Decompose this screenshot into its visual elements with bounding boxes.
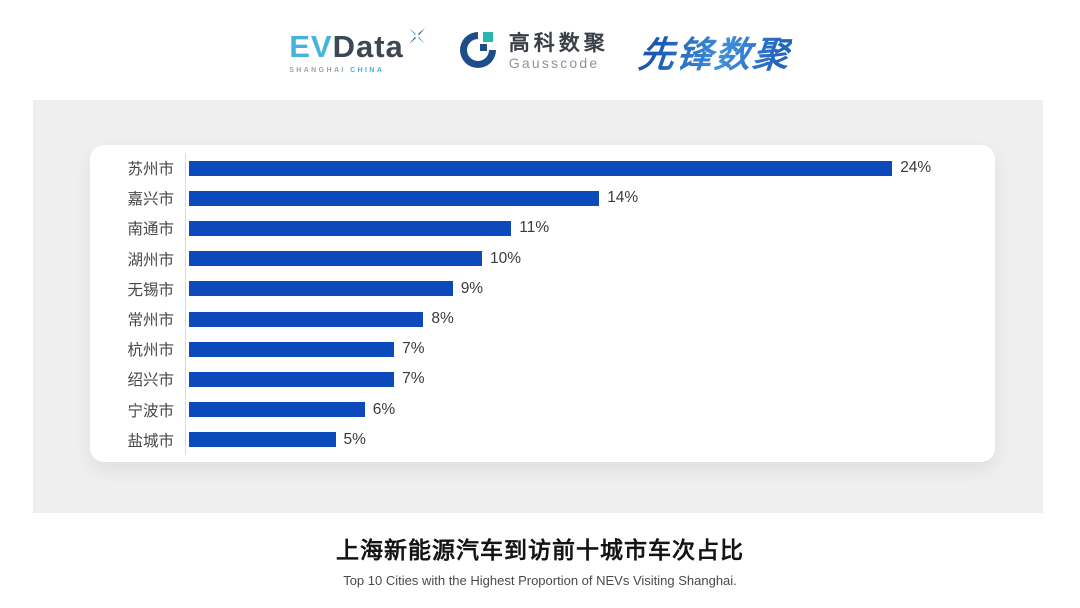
chart-row: 宁波市 6%	[90, 394, 995, 425]
bar-area: 7%	[185, 334, 995, 365]
category-label: 宁波市	[127, 402, 174, 420]
value-label: 8%	[431, 310, 454, 328]
evdata-wordmark: EV Data	[289, 27, 426, 64]
bar-area: 5%	[185, 424, 995, 455]
chart-row: 湖州市 10%	[90, 243, 995, 274]
chart-row: 常州市 8%	[90, 303, 995, 335]
value-label: 6%	[372, 400, 396, 418]
bar-area: 9%	[185, 273, 995, 304]
evdata-china-text: CHINA	[350, 66, 385, 74]
value-label: 11%	[519, 219, 550, 237]
value-label: 10%	[490, 249, 522, 267]
gausscode-en-text: Gausscode	[508, 55, 600, 72]
category-label: 嘉兴市	[127, 191, 174, 209]
bar	[189, 402, 365, 418]
bar	[189, 281, 453, 297]
category-label: 盐城市	[127, 432, 174, 450]
value-label: 9%	[460, 279, 484, 297]
chart-row: 南通市 11%	[90, 213, 995, 244]
evdata-shanghai-text: SHANGHAI	[289, 66, 346, 74]
chart-card: 苏州市 24% 嘉兴市 14% 南通市 11%	[90, 145, 995, 462]
gausscode-text: 高科数聚 Gausscode	[509, 32, 609, 72]
chart-title: 上海新能源汽车到访前十城市车次占比	[336, 537, 744, 563]
bar	[189, 311, 424, 327]
chart-panel: 苏州市 24% 嘉兴市 14% 南通市 11%	[33, 100, 1043, 513]
bar-area: 8%	[185, 303, 995, 335]
gausscode-g-icon	[456, 28, 500, 77]
evdata-subtext: SHANGHAI CHINA	[289, 67, 384, 74]
logo-row: EV Data SHANGHAI CHINA 高科数聚 Ga	[0, 20, 1080, 84]
evdata-logo: EV Data SHANGHAI CHINA	[289, 27, 426, 74]
bar	[189, 341, 395, 357]
chart-row: 嘉兴市 14%	[90, 183, 995, 214]
evdata-pinwheel-icon	[406, 21, 428, 52]
bar-chart: 苏州市 24% 嘉兴市 14% 南通市 11%	[90, 153, 995, 455]
evdata-ev-text: EV	[289, 28, 333, 64]
bar-area: 14%	[185, 183, 995, 214]
bar	[189, 190, 600, 206]
xianfeng-logo: 先锋数聚	[636, 26, 793, 78]
gausscode-cn-text: 高科数聚	[508, 32, 609, 56]
category-label: 常州市	[127, 312, 174, 330]
bar-area: 10%	[185, 243, 995, 274]
chart-row: 盐城市 5%	[90, 424, 995, 455]
value-label: 24%	[900, 159, 932, 177]
chart-subtitle: Top 10 Cities with the Highest Proportio…	[343, 573, 737, 588]
value-label: 5%	[343, 430, 366, 448]
value-label: 7%	[402, 340, 425, 358]
bar	[189, 432, 336, 448]
bar-area: 7%	[185, 364, 995, 395]
category-label: 无锡市	[127, 281, 174, 299]
category-label: 苏州市	[127, 161, 174, 179]
bar	[189, 160, 893, 176]
category-label: 湖州市	[127, 251, 174, 269]
category-label: 杭州市	[127, 342, 174, 360]
category-label: 绍兴市	[127, 372, 174, 390]
bar	[189, 251, 482, 267]
gausscode-logo: 高科数聚 Gausscode	[456, 28, 609, 77]
footer: 上海新能源汽车到访前十城市车次占比 Top 10 Cities with the…	[0, 531, 1080, 588]
value-label: 14%	[607, 189, 639, 207]
bar-area: 11%	[185, 213, 995, 244]
chart-row: 无锡市 9%	[90, 273, 995, 304]
value-label: 7%	[402, 370, 425, 388]
bar-area: 24%	[185, 153, 995, 184]
bar	[189, 371, 395, 387]
evdata-data-text: Data	[332, 28, 404, 64]
chart-row: 杭州市 7%	[90, 334, 995, 365]
category-label: 南通市	[127, 221, 174, 239]
bar	[189, 220, 512, 236]
chart-row: 绍兴市 7%	[90, 364, 995, 395]
bar-area: 6%	[185, 394, 995, 425]
chart-row: 苏州市 24%	[90, 153, 995, 184]
